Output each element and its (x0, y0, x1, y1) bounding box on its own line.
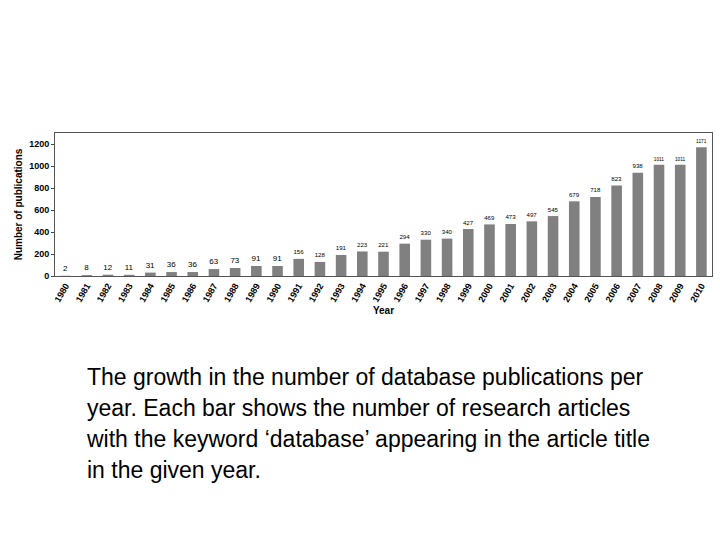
svg-text:1982: 1982 (95, 282, 114, 304)
svg-text:1011: 1011 (654, 157, 665, 162)
svg-text:2009: 2009 (667, 282, 686, 304)
svg-text:2000: 2000 (476, 282, 495, 304)
svg-text:223: 223 (357, 241, 368, 248)
svg-text:2006: 2006 (604, 282, 623, 304)
svg-text:1985: 1985 (159, 282, 178, 304)
svg-text:1996: 1996 (392, 282, 411, 304)
svg-text:1994: 1994 (349, 282, 368, 304)
svg-text:2: 2 (63, 264, 68, 273)
svg-text:823: 823 (611, 175, 622, 182)
svg-text:600: 600 (34, 205, 49, 215)
svg-text:36: 36 (188, 260, 197, 269)
svg-text:2010: 2010 (688, 282, 707, 304)
svg-text:1988: 1988 (222, 282, 241, 304)
svg-text:679: 679 (569, 191, 580, 198)
svg-text:2003: 2003 (540, 282, 559, 304)
svg-text:1993: 1993 (328, 282, 347, 304)
svg-text:1000: 1000 (29, 161, 49, 171)
svg-text:1200: 1200 (29, 139, 49, 149)
svg-text:11: 11 (125, 263, 134, 272)
svg-text:221: 221 (378, 241, 389, 248)
svg-text:Year: Year (373, 305, 394, 316)
svg-text:1980: 1980 (53, 282, 72, 304)
svg-text:1997: 1997 (413, 282, 432, 304)
svg-text:1983: 1983 (116, 282, 135, 304)
svg-text:1989: 1989 (243, 282, 262, 304)
svg-text:128: 128 (315, 251, 326, 258)
svg-text:497: 497 (527, 211, 538, 218)
svg-text:91: 91 (273, 254, 282, 263)
svg-text:191: 191 (336, 244, 347, 251)
svg-text:1984: 1984 (137, 282, 156, 304)
svg-text:Number of publications: Number of publications (13, 148, 24, 260)
svg-text:1998: 1998 (434, 282, 453, 304)
svg-text:1995: 1995 (370, 282, 389, 304)
svg-text:718: 718 (590, 186, 601, 193)
svg-text:0: 0 (44, 271, 49, 281)
svg-text:1987: 1987 (201, 282, 220, 304)
svg-text:2008: 2008 (646, 282, 665, 304)
svg-text:800: 800 (34, 183, 49, 193)
svg-text:1011: 1011 (675, 157, 686, 162)
svg-text:91: 91 (252, 254, 261, 263)
svg-text:2002: 2002 (519, 282, 538, 304)
svg-text:1981: 1981 (74, 282, 93, 304)
svg-text:545: 545 (548, 206, 559, 213)
svg-text:330: 330 (421, 229, 432, 236)
svg-text:2007: 2007 (625, 282, 644, 304)
svg-text:12: 12 (103, 263, 112, 272)
svg-text:938: 938 (633, 162, 644, 169)
svg-text:1999: 1999 (455, 282, 474, 304)
svg-text:63: 63 (209, 257, 218, 266)
svg-text:1986: 1986 (180, 282, 199, 304)
svg-text:2001: 2001 (498, 282, 517, 304)
svg-text:469: 469 (484, 214, 495, 221)
html-text:The growth in the number of da: The growth in the number of database pub… (87, 364, 650, 483)
svg-text:200: 200 (34, 249, 49, 259)
svg-text:294: 294 (399, 233, 410, 240)
svg-text:31: 31 (146, 261, 155, 270)
svg-text:156: 156 (293, 248, 304, 255)
svg-text:8: 8 (84, 263, 89, 272)
svg-text:400: 400 (34, 227, 49, 237)
svg-text:340: 340 (442, 228, 453, 235)
svg-text:427: 427 (463, 219, 474, 226)
svg-text:2004: 2004 (561, 282, 580, 304)
svg-text:1992: 1992 (307, 282, 326, 304)
svg-text:1990: 1990 (264, 282, 283, 304)
svg-text:2005: 2005 (582, 282, 601, 304)
svg-text:473: 473 (505, 213, 516, 220)
svg-text:36: 36 (167, 260, 176, 269)
svg-text:1171: 1171 (696, 139, 707, 144)
svg-text:73: 73 (230, 256, 239, 265)
svg-text:1991: 1991 (286, 282, 305, 304)
